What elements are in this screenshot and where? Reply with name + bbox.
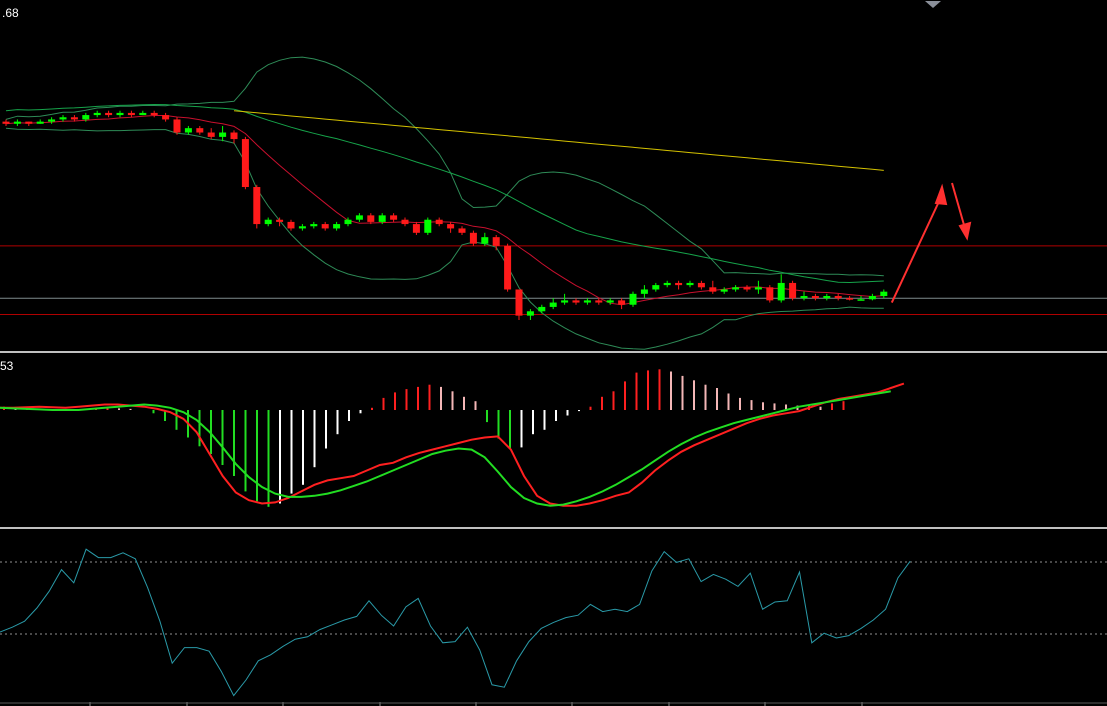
candle-body xyxy=(629,293,637,305)
candle-body xyxy=(401,219,409,225)
candle-body xyxy=(618,300,626,305)
candle-body xyxy=(754,287,762,290)
candle-body xyxy=(48,119,56,122)
candle-body xyxy=(287,221,295,229)
candle-body xyxy=(504,245,512,290)
candle-body xyxy=(276,219,284,222)
candle-body xyxy=(82,115,90,120)
candle-body xyxy=(526,311,534,316)
candle-body xyxy=(378,215,386,222)
candle-body xyxy=(572,300,580,303)
candle-body xyxy=(538,306,546,312)
candle-body xyxy=(333,224,341,229)
candle-body xyxy=(70,117,78,120)
candle-body xyxy=(766,287,774,301)
candle-body xyxy=(561,300,569,303)
candle-body xyxy=(777,282,785,301)
candle-body xyxy=(458,228,466,233)
candle-body xyxy=(663,282,671,286)
candle-body xyxy=(390,215,398,220)
candle-body xyxy=(59,117,67,120)
candle-body xyxy=(105,112,113,116)
candle-body xyxy=(150,112,158,116)
candle-body xyxy=(732,287,740,290)
moving-average-fast-line xyxy=(5,115,884,306)
candle-body xyxy=(367,215,375,222)
candle-body xyxy=(583,300,591,303)
candle-body xyxy=(219,132,227,137)
candle-body xyxy=(834,296,842,299)
candle-body xyxy=(2,121,10,124)
candle-body xyxy=(880,291,888,297)
candle-body xyxy=(846,298,854,300)
macd-panel-value-label: 53 xyxy=(0,359,14,373)
candle-body xyxy=(298,226,306,229)
candle-body xyxy=(241,139,249,188)
bollinger-lower-line xyxy=(5,127,884,350)
moving-average-slow-line xyxy=(5,103,884,284)
price-panel-value-label: .68 xyxy=(2,6,19,20)
candle-body xyxy=(36,121,44,124)
candle-body xyxy=(652,285,660,290)
candle-body xyxy=(162,115,170,120)
dif-line xyxy=(0,382,905,507)
down-forecast-arrow xyxy=(951,182,972,241)
candle-body xyxy=(720,289,728,292)
candle-body xyxy=(435,219,443,225)
candle-body xyxy=(184,128,192,133)
up-forecast-arrow xyxy=(890,183,948,303)
candle-body xyxy=(253,187,261,225)
oscillator-line xyxy=(0,548,911,697)
candle-body xyxy=(127,112,135,116)
candle-body xyxy=(196,128,204,133)
candle-body xyxy=(709,287,717,292)
candle-body xyxy=(207,132,215,137)
candle-body xyxy=(800,296,808,299)
candle-body xyxy=(606,300,614,303)
dea-line xyxy=(0,390,891,507)
candle-body xyxy=(412,224,420,233)
candle-body xyxy=(447,224,455,229)
candle-body xyxy=(549,302,557,307)
candle-body xyxy=(321,224,329,229)
candle-body xyxy=(823,296,831,299)
candle-body xyxy=(857,299,865,301)
candle-body xyxy=(25,121,33,124)
candle-body xyxy=(173,119,181,133)
candle-body xyxy=(93,112,101,116)
bollinger-upper-line xyxy=(5,56,884,277)
candle-body xyxy=(697,282,705,288)
candle-body xyxy=(139,112,147,116)
candle-body xyxy=(868,296,876,300)
candle-body xyxy=(515,289,523,316)
candle-body xyxy=(230,132,238,140)
candle-body xyxy=(595,300,603,303)
candle-body xyxy=(481,237,489,244)
candle-body xyxy=(811,296,819,299)
down-triangle-icon[interactable] xyxy=(925,1,941,8)
candle-body xyxy=(743,287,751,290)
oscillator-panel xyxy=(0,548,1107,706)
candle-body xyxy=(13,121,21,124)
price-panel xyxy=(0,56,1107,350)
moving-average-long-line xyxy=(233,110,884,171)
candle-body xyxy=(675,282,683,286)
candle-body xyxy=(310,224,318,227)
candle-body xyxy=(424,219,432,233)
candle-body xyxy=(686,282,694,286)
macd-panel xyxy=(0,369,905,507)
candle-body xyxy=(355,215,363,220)
candle-body xyxy=(492,237,500,246)
candle-body xyxy=(640,289,648,294)
candle-body xyxy=(344,219,352,225)
candle-body xyxy=(116,112,124,116)
candle-body xyxy=(264,219,272,225)
candle-body xyxy=(469,232,477,244)
candle-body xyxy=(789,282,797,299)
